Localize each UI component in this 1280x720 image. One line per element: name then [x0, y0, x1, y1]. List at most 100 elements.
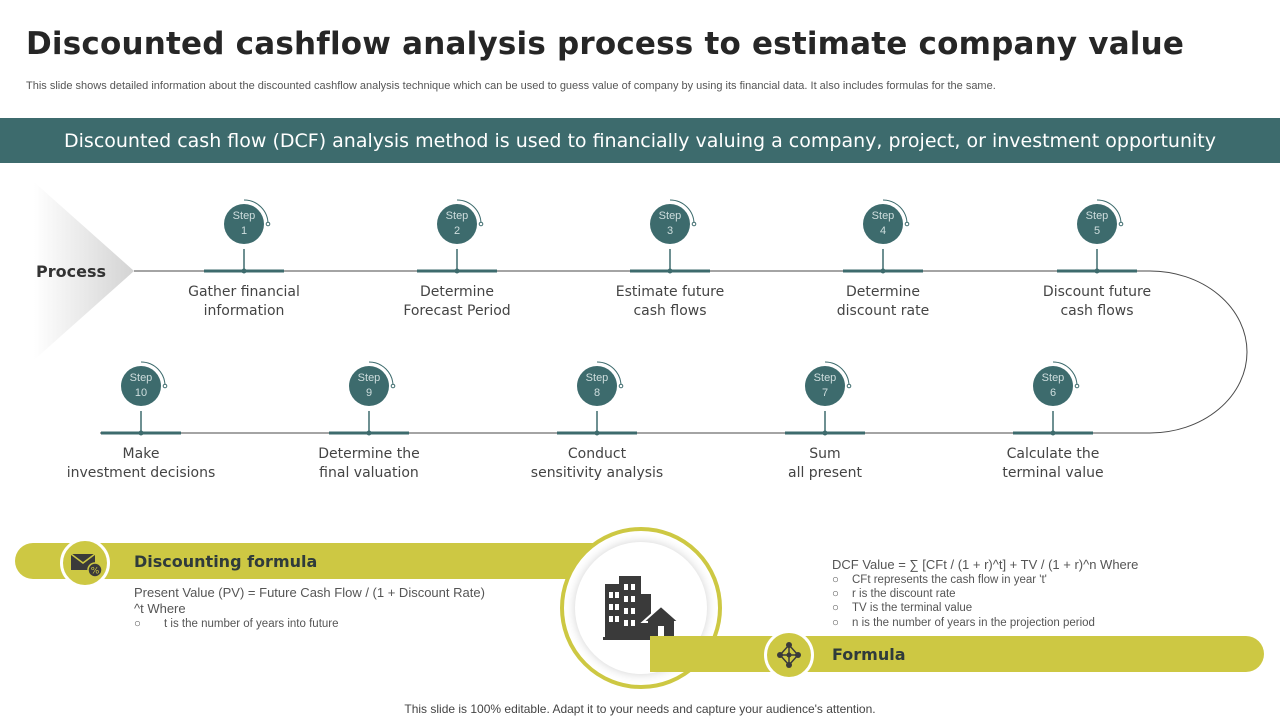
- step-circle: Step 2: [437, 204, 477, 244]
- step-5-label: Discount future cash flows: [1002, 283, 1192, 321]
- formula-heading: Formula: [832, 645, 906, 664]
- step-label-line-1: Determine the: [318, 446, 420, 462]
- step-dot: [667, 268, 673, 274]
- step-number: 6: [1049, 387, 1057, 399]
- dcf-banner: Discounted cash flow (DCF) analysis meth…: [0, 118, 1280, 163]
- step-label-line-1: Sum: [809, 446, 841, 462]
- step-dot: [1050, 430, 1056, 436]
- step-label-line-2: all present: [787, 465, 863, 481]
- step-arc: [596, 361, 624, 389]
- money-envelope-icon: %: [70, 553, 103, 578]
- step-10-marker: Step 10: [116, 361, 168, 411]
- discounting-icon-badge: %: [60, 538, 110, 588]
- step-label-line-2: Forecast Period: [403, 303, 511, 319]
- step-10-label: Make investment decisions: [46, 445, 236, 483]
- step-circle: Step 1: [224, 204, 264, 244]
- step-label-line-2: cash flows: [1060, 303, 1134, 319]
- step-label-line-1: Estimate future: [615, 284, 725, 300]
- bullet-marker: ○: [832, 588, 839, 600]
- step-6-label: Calculate the terminal value: [958, 445, 1148, 483]
- step-label-line-2: terminal value: [1002, 465, 1104, 481]
- formula-bullet-3: ○ TV is the terminal value: [832, 602, 973, 614]
- step-label-line-2: final valuation: [319, 465, 419, 481]
- discounting-bullet: ○ t is the number of years into future: [134, 617, 339, 632]
- step-label-line-2: information: [203, 303, 285, 319]
- step-dot: [366, 430, 372, 436]
- step-arc: [669, 199, 697, 227]
- svg-text:%: %: [91, 567, 100, 577]
- step-label-line-1: Determine: [419, 284, 495, 300]
- step-3-marker: Step 3: [645, 199, 697, 249]
- discounting-heading: Discounting formula: [134, 552, 318, 571]
- step-circle: Step 6: [1033, 366, 1073, 406]
- step-label-line-2: cash flows: [633, 303, 707, 319]
- step-word: Step: [357, 372, 381, 384]
- step-label-line-1: Determine: [845, 284, 921, 300]
- network-icon: [777, 642, 801, 668]
- step-arc: [243, 199, 271, 227]
- step-4-label: Determine discount rate: [788, 283, 978, 321]
- step-dot: [594, 430, 600, 436]
- step-dot: [880, 268, 886, 274]
- step-circle: Step 5: [1077, 204, 1117, 244]
- step-7-marker: Step 7: [800, 361, 852, 411]
- step-word: Step: [445, 210, 469, 222]
- step-arc: [1096, 199, 1124, 227]
- step-word: Step: [129, 372, 153, 384]
- step-label-line-2: investment decisions: [66, 465, 216, 481]
- footer-note: This slide is 100% editable. Adapt it to…: [404, 702, 876, 716]
- step-dot: [138, 430, 144, 436]
- step-dot: [822, 430, 828, 436]
- step-word: Step: [871, 210, 895, 222]
- step-label-line-2: discount rate: [836, 303, 930, 319]
- step-label-line-2: sensitivity analysis: [530, 465, 664, 481]
- step-circle: Step 10: [121, 366, 161, 406]
- bullet-marker: ○: [832, 602, 839, 614]
- step-word: Step: [232, 210, 256, 222]
- step-circle: Step 8: [577, 366, 617, 406]
- step-4-marker: Step 4: [858, 199, 910, 249]
- step-arc: [140, 361, 168, 389]
- step-1-marker: Step 1: [219, 199, 271, 249]
- step-2-marker: Step 2: [432, 199, 484, 249]
- step-number: 5: [1093, 225, 1101, 237]
- discounting-band: [15, 543, 625, 579]
- step-circle: Step 7: [805, 366, 845, 406]
- formula-bullet-1: ○ CFt represents the cash flow in year 't…: [832, 574, 1047, 586]
- step-2-label: Determine Forecast Period: [362, 283, 552, 321]
- step-number: 4: [879, 225, 887, 237]
- step-word: Step: [585, 372, 609, 384]
- step-arc: [368, 361, 396, 389]
- page-subtitle: This slide shows detailed information ab…: [26, 80, 996, 92]
- step-number: 8: [593, 387, 601, 399]
- step-9-label: Determine the final valuation: [274, 445, 464, 483]
- step-arc: [882, 199, 910, 227]
- step-3-label: Estimate future cash flows: [575, 283, 765, 321]
- step-number: 7: [821, 387, 829, 399]
- step-arc: [456, 199, 484, 227]
- step-9-marker: Step 9: [344, 361, 396, 411]
- formula-band: [650, 636, 1264, 672]
- step-word: Step: [813, 372, 837, 384]
- step-arc: [1052, 361, 1080, 389]
- buildings-icon: [603, 576, 682, 640]
- step-label-line-1: Discount future: [1042, 284, 1152, 300]
- formula-icon-badge: [764, 630, 814, 680]
- step-dot: [1094, 268, 1100, 274]
- step-label-line-1: Calculate the: [1006, 446, 1100, 462]
- step-word: Step: [1085, 210, 1109, 222]
- discounting-line-2: ^t Where: [134, 601, 186, 616]
- step-8-label: Conduct sensitivity analysis: [502, 445, 692, 483]
- bullet-marker: ○: [134, 618, 141, 630]
- step-5-marker: Step 5: [1072, 199, 1124, 249]
- step-number: 10: [134, 387, 148, 399]
- process-label: Process: [36, 262, 106, 281]
- step-6-marker: Step 6: [1028, 361, 1080, 411]
- bullet-marker: ○: [832, 617, 839, 629]
- step-number: 1: [240, 225, 248, 237]
- step-dot: [454, 268, 460, 274]
- discounting-bullet-text: t is the number of years into future: [164, 618, 339, 630]
- step-label-line-1: Conduct: [567, 446, 627, 462]
- formula-main: DCF Value = ∑ [CFt / (1 + r)^t] + TV / (…: [832, 557, 1139, 572]
